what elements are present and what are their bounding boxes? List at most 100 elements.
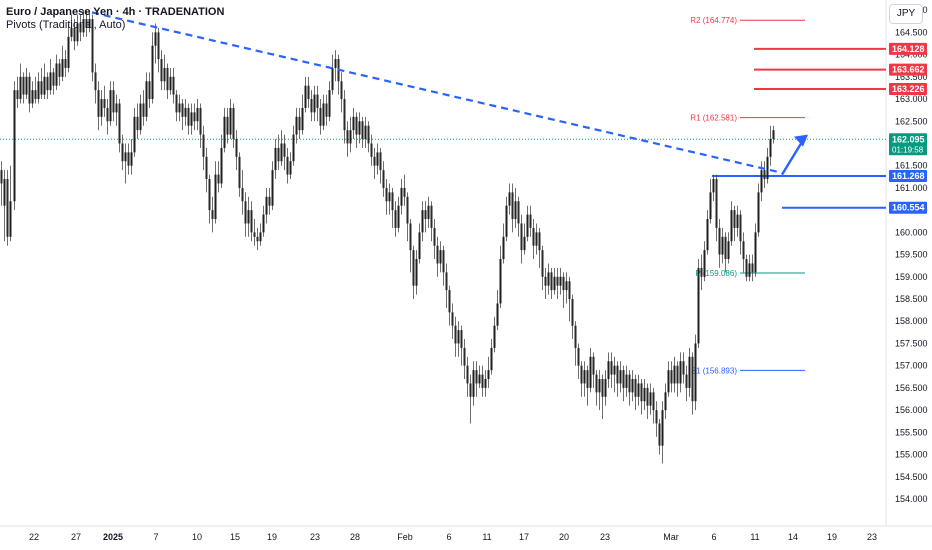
candle-body	[220, 147, 223, 184]
candle	[64, 50, 67, 77]
candle	[463, 339, 466, 380]
candle-body	[283, 143, 286, 157]
candle-body	[457, 330, 460, 344]
candle-body	[262, 214, 265, 233]
candle	[0, 161, 3, 206]
candle	[673, 356, 676, 393]
price-axis[interactable]: 154.000 154.500 155.000 155.500 156.000 156.5…	[895, 5, 928, 504]
candle	[508, 183, 511, 215]
candle	[217, 161, 220, 193]
candle-body	[274, 147, 277, 171]
candle	[370, 134, 373, 166]
candle-body	[382, 170, 385, 188]
level-tag-label: 163.226	[892, 84, 925, 94]
candle-body	[49, 72, 52, 91]
candle-body	[592, 356, 595, 375]
candle	[394, 201, 397, 237]
candle-body	[538, 232, 541, 251]
candle	[13, 81, 16, 211]
candle	[49, 59, 52, 95]
time-axis[interactable]: 22 27 2025 7 10 15 19 23 28 Feb 6 11 17 20 23 Mar 6 11 14 1…	[29, 532, 877, 542]
candle	[637, 374, 640, 406]
candle	[280, 130, 283, 166]
candle	[349, 116, 352, 153]
candle	[85, 10, 88, 37]
candle-body	[253, 232, 256, 237]
candle	[100, 90, 103, 126]
candle	[403, 174, 406, 206]
candle-body	[229, 107, 232, 135]
candle	[400, 179, 403, 215]
candle-body	[76, 23, 79, 42]
candle-body	[313, 94, 316, 113]
symbol-title[interactable]: Euro / Japanese Yen · 4h · TRADENATION	[6, 6, 225, 18]
candle-body	[364, 125, 367, 140]
trendline-group[interactable]	[91, 11, 808, 176]
candle-body	[658, 423, 661, 446]
countdown-label: 01:19:58	[892, 145, 924, 154]
candle	[199, 103, 202, 148]
x-tick-label: 15	[230, 532, 240, 542]
projection-arrow-shaft[interactable]	[780, 137, 806, 176]
trendline[interactable]	[91, 11, 781, 174]
candle	[88, 10, 91, 33]
candle-body	[85, 19, 88, 28]
x-tick-label: 23	[310, 532, 320, 542]
candle	[31, 81, 34, 108]
candle	[598, 370, 601, 411]
candle	[628, 370, 631, 406]
candle-body	[556, 276, 559, 286]
candle	[256, 227, 259, 251]
currency-button[interactable]: JPY	[889, 4, 923, 24]
candle	[712, 174, 715, 202]
candle-body	[400, 187, 403, 206]
y-tick-label: 156.000	[895, 405, 928, 415]
candle-body	[598, 379, 601, 393]
candle-body	[205, 156, 208, 180]
candle	[184, 99, 187, 126]
indicator-label[interactable]: Pivots (Traditional, Auto)	[6, 19, 126, 31]
x-tick-label: 6	[446, 532, 451, 542]
candle-body	[448, 290, 451, 313]
candle	[457, 321, 460, 357]
candle-body	[613, 365, 616, 375]
candle	[142, 90, 145, 126]
x-tick-label: 20	[559, 532, 569, 542]
candle	[166, 63, 169, 100]
level-tag-label: 160.554	[892, 203, 925, 213]
candle-body	[445, 272, 448, 291]
candle	[667, 361, 670, 397]
candle-body	[127, 152, 130, 166]
candle	[103, 85, 106, 117]
horizontal-levels[interactable]	[712, 47, 886, 209]
candle	[646, 383, 649, 420]
candle	[145, 72, 148, 122]
projection-arrow-head[interactable]	[794, 134, 808, 147]
candle	[52, 67, 55, 95]
candle	[649, 383, 652, 415]
candle-body	[466, 365, 469, 384]
candle-body	[142, 103, 145, 117]
candle-body	[664, 392, 667, 411]
candle-body	[472, 370, 475, 397]
candle-body	[748, 263, 751, 277]
level-tag-bg	[889, 63, 927, 76]
candle-body	[502, 236, 505, 260]
candle	[451, 303, 454, 340]
candle-body	[259, 232, 262, 242]
candle	[481, 365, 484, 397]
candle-body	[64, 59, 67, 68]
candle-body	[520, 223, 523, 251]
x-tick-label: 19	[267, 532, 277, 542]
candle	[478, 365, 481, 388]
candle	[289, 152, 292, 180]
candle	[6, 170, 9, 246]
candle-body	[766, 156, 769, 180]
candle	[571, 294, 574, 340]
candle-body	[685, 374, 688, 388]
candle	[715, 174, 718, 242]
candle-body	[562, 276, 565, 291]
candle-body	[523, 236, 526, 251]
x-tick-label: Mar	[663, 532, 679, 542]
